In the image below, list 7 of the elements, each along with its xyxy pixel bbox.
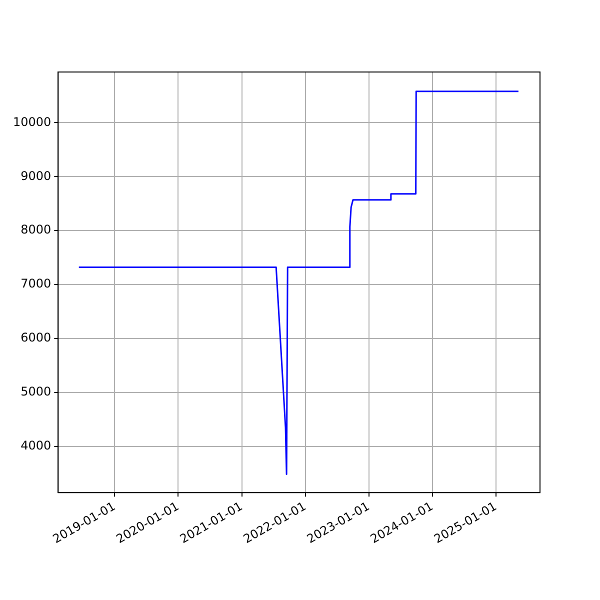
y-tick-label: 5000 — [20, 384, 52, 398]
y-tick-label: 9000 — [20, 168, 52, 183]
y-tick-label: 8000 — [20, 222, 52, 237]
y-tick-label: 6000 — [20, 330, 52, 345]
y-tick-label: 10000 — [12, 114, 52, 129]
y-tick-label: 4000 — [20, 438, 52, 452]
y-tick-label: 7000 — [20, 276, 52, 291]
